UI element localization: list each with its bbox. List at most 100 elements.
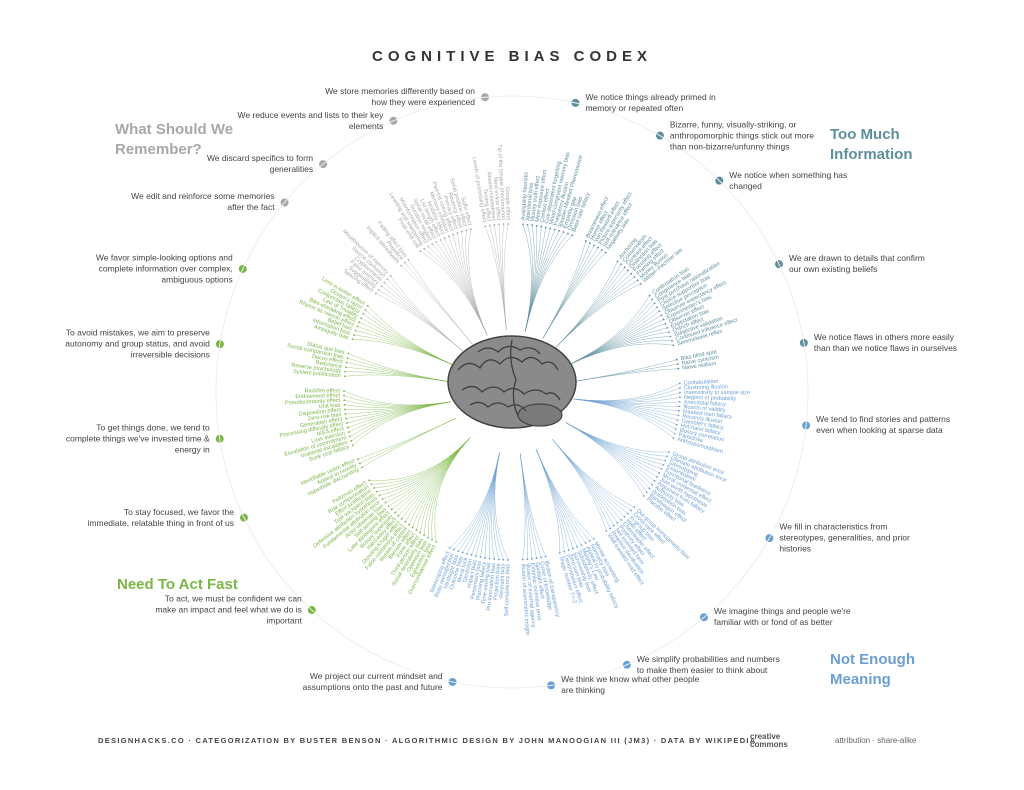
leaf-dot xyxy=(349,435,351,438)
leaf-dot xyxy=(470,554,473,556)
leaf-dot xyxy=(558,552,561,554)
bias-name: Time-saving bias xyxy=(481,562,493,605)
leaf-dot xyxy=(344,408,346,411)
group-description: Bizarre, funny, visually-striking, or an… xyxy=(669,119,815,152)
branch xyxy=(565,422,647,493)
leaf-dot xyxy=(540,225,543,228)
leaf-dot xyxy=(620,263,623,266)
leaf-dot xyxy=(452,233,455,236)
bias-name: Zero-risk bias xyxy=(308,412,343,422)
leaf-dot xyxy=(378,494,381,497)
branch xyxy=(344,374,451,383)
leaf-dot xyxy=(452,548,455,551)
leaf-dot xyxy=(397,514,400,517)
leaf-dot xyxy=(672,437,675,439)
leaf-dot xyxy=(344,366,347,368)
leaf-dot xyxy=(669,335,672,338)
leaf-dot xyxy=(540,556,542,559)
leaf-dot xyxy=(351,338,354,341)
leaf-dot xyxy=(675,423,678,426)
branch xyxy=(565,422,666,461)
group-description: We discard specifics to form generalitie… xyxy=(206,153,314,175)
branch xyxy=(552,439,632,511)
branch xyxy=(355,330,456,367)
leaf-dot xyxy=(488,557,491,560)
leaf-dot xyxy=(630,272,633,275)
branch xyxy=(369,437,471,481)
leaf-dot xyxy=(671,339,673,342)
bias-name: Pseudocertainty effect xyxy=(285,398,341,407)
group-description: To stay focused, we favor the immediate,… xyxy=(87,506,234,528)
bias-name: Availability heuristic xyxy=(521,171,530,220)
branch xyxy=(565,422,668,457)
leaf-dot xyxy=(493,558,496,560)
leaf-dot xyxy=(531,557,533,560)
bias-name: Projection bias xyxy=(493,563,502,600)
bias-name: Pro-innovation bias xyxy=(486,563,497,611)
branch xyxy=(416,437,471,531)
leaf-dot xyxy=(343,399,346,402)
leaf-dot xyxy=(609,527,612,530)
branch xyxy=(567,299,653,366)
leaf-dot xyxy=(427,245,430,248)
leaf-dot xyxy=(639,282,642,285)
leaf-dot xyxy=(344,413,347,415)
group-description: We reduce events and lists to their key … xyxy=(237,109,384,131)
bias-name: Next-in-line effect xyxy=(492,177,501,221)
branch xyxy=(552,439,635,508)
branch xyxy=(573,359,677,382)
leaf-dot xyxy=(563,550,566,553)
group-description: We fill in characteristics from stereoty… xyxy=(779,521,910,554)
branch xyxy=(542,252,606,339)
leaf-dot xyxy=(448,547,451,549)
leaf-dot xyxy=(484,225,487,228)
leaf-dot xyxy=(678,400,681,403)
leaf-dot xyxy=(679,391,681,394)
leaf-dot xyxy=(656,476,658,478)
bias-name: Restraint bias xyxy=(499,563,507,598)
leaf-dot xyxy=(544,555,547,558)
branch xyxy=(408,259,473,345)
bias-name: Google effect xyxy=(504,187,511,221)
outer-ring xyxy=(215,95,809,689)
brain-illustration xyxy=(447,335,577,429)
leaf-dot xyxy=(676,419,679,421)
leaf-dot xyxy=(389,274,392,277)
branch xyxy=(352,339,456,367)
branch xyxy=(457,233,488,336)
leaf-dot xyxy=(604,251,607,254)
leaf-dot xyxy=(507,223,510,225)
leaf-dot xyxy=(400,517,403,520)
branch xyxy=(503,224,509,331)
branches xyxy=(343,223,681,561)
bias-name: IKEA effect xyxy=(316,426,345,438)
leaf-dot xyxy=(660,314,663,317)
branch xyxy=(367,305,456,367)
bias-name: Decoy effect xyxy=(312,354,344,365)
bias-name: Confabulation xyxy=(684,379,719,387)
bias-name: Neglect of probability xyxy=(684,395,737,403)
leaf-dot xyxy=(633,506,636,509)
leaf-dot xyxy=(370,483,373,486)
branch xyxy=(434,437,471,542)
license: attribution · share-alike xyxy=(835,736,917,745)
leaf-dot xyxy=(375,490,378,493)
leaf-dot xyxy=(435,541,438,543)
leaf-dot xyxy=(597,246,599,249)
leaf-dot xyxy=(679,387,681,389)
bias-name: Declinism xyxy=(462,558,474,583)
group-description: We think we know what other people are t… xyxy=(561,674,700,696)
leaf-dot xyxy=(653,479,656,482)
branch xyxy=(567,340,673,366)
group-description: We project our current mindset and assum… xyxy=(302,670,443,692)
group-description: We imagine things and people we're famil… xyxy=(714,606,851,628)
leaf-dot xyxy=(353,334,355,336)
group-description: We tend to find stories and patterns eve… xyxy=(816,414,951,436)
leaf-dot xyxy=(354,329,357,332)
leaf-dot xyxy=(403,261,406,264)
group-description: To act, we must be confident we can make… xyxy=(155,593,302,626)
leaf-dot xyxy=(345,361,348,364)
branch xyxy=(525,230,560,332)
leaf-dot xyxy=(526,558,529,561)
